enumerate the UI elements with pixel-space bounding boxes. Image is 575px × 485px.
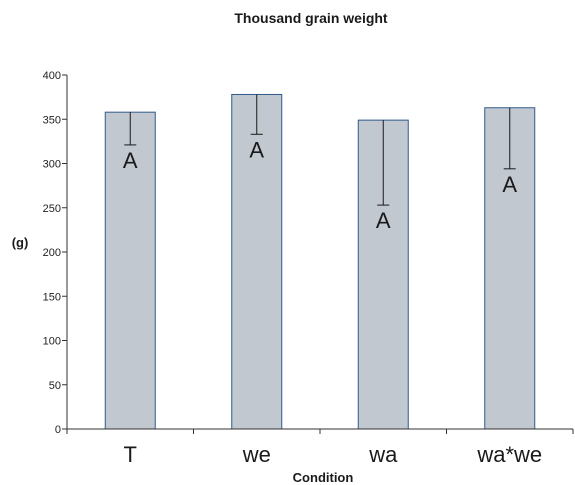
x-tick-label-1: we [242,442,271,467]
chart-title: Thousand grain weight [234,10,388,26]
y-tick-label-2: 100 [43,336,61,348]
y-tick-label-6: 300 [43,159,61,171]
bar-0 [104,111,156,430]
bar-label-1: A [249,137,264,162]
y-tick-label-3: 150 [43,291,61,303]
plot-area: A T Awe Awa Awa*we 0 50 100 150 200 250 300 350 400 [43,70,574,467]
y-tick-label-8: 400 [43,70,61,82]
x-tick-label-2: wa [368,442,398,467]
x-tick-label-0: T [124,442,137,467]
y-tick-label-0: 0 [55,424,61,436]
bar-label-3: A [502,172,517,197]
bar-label-2: A [376,208,391,233]
y-tick-label-5: 250 [43,203,61,215]
y-tick-label-4: 200 [43,247,61,259]
x-tick-label-3: wa*we [476,442,542,467]
y-tick-label-7: 350 [43,114,61,126]
x-axis-title: Condition [293,470,354,485]
bar-label-0: A [123,148,138,173]
y-axis-title: (g) [12,235,29,250]
y-tick-label-1: 50 [49,380,61,392]
